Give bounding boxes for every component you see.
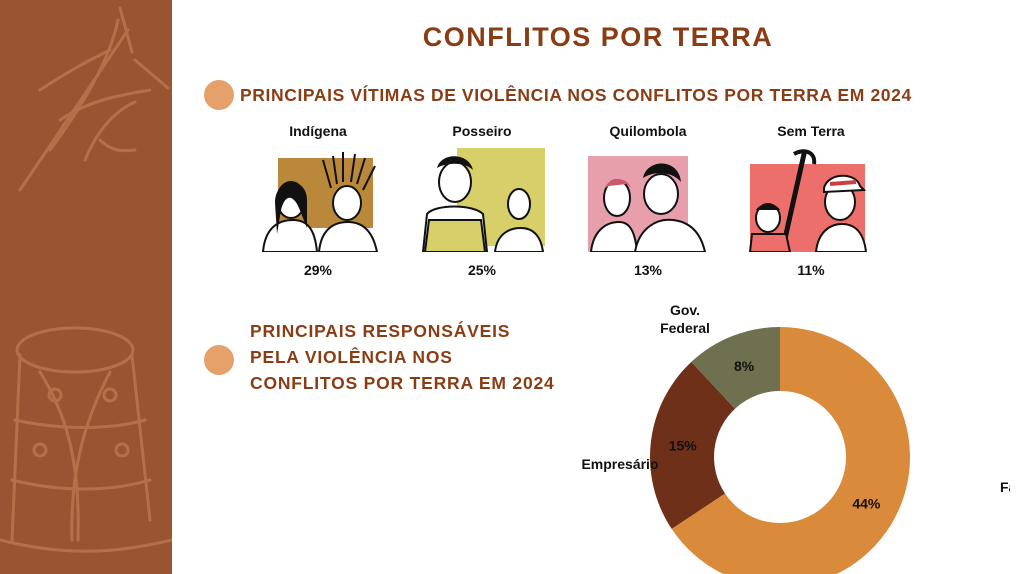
responsible-heading-line-2: PELA VIOLÊNCIA NOS: [250, 347, 453, 367]
slice-category-label: Federal: [660, 320, 710, 336]
victim-label: Quilombola: [609, 123, 687, 139]
landless-workers-illustration: [748, 149, 868, 252]
victim-label: Posseiro: [452, 123, 512, 139]
page-title: CONFLITOS POR TERRA: [422, 22, 774, 52]
tribal-pattern-illustration: [0, 6, 172, 553]
slice-value-label: 8%: [734, 358, 755, 374]
victim-label: Sem Terra: [777, 123, 845, 139]
slice-category-label: Fazendeiro: [1000, 479, 1010, 495]
victim-percent: 29%: [303, 262, 333, 278]
slice-category-label: Gov.: [670, 302, 700, 318]
responsible-donut-chart: 44% Fazendeiro 15% Empresário 8% Gov. Federal: [581, 302, 1010, 574]
victim-posseiro: Posseiro 25%: [417, 122, 547, 278]
decorative-sidebar: [0, 0, 172, 574]
section-bullet: [204, 80, 234, 110]
donut-slice-empres-rio: [650, 361, 736, 529]
victim-quilombola: Quilombola 13%: [583, 122, 713, 278]
squatters-illustration: [421, 148, 545, 252]
victim-sem-terra: Sem Terra 11%: [746, 122, 876, 278]
section-bullet: [204, 345, 234, 375]
slice-value-label: 15%: [669, 438, 698, 454]
donut-slice-fazendeiro: [671, 327, 910, 574]
slice-category-label: Empresário: [581, 456, 658, 472]
quilombola-illustration: [588, 156, 707, 252]
donut-slice-gov-federal: [691, 327, 780, 409]
slice-value-label: 44%: [852, 495, 881, 511]
victims-heading: PRINCIPAIS VÍTIMAS DE VIOLÊNCIA NOS CONF…: [240, 85, 912, 105]
victim-percent: 11%: [797, 262, 825, 278]
responsible-heading-line-1: PRINCIPAIS RESPONSÁVEIS: [250, 321, 511, 341]
responsible-heading-line-3: CONFLITOS POR TERRA EM 2024: [250, 373, 555, 393]
indigenous-people-illustration: [261, 152, 379, 252]
victim-label: Indígena: [289, 123, 347, 139]
victim-percent: 25%: [467, 262, 497, 278]
victim-percent: 13%: [633, 262, 663, 278]
victim-indigena: Indígena 29%: [253, 122, 383, 278]
